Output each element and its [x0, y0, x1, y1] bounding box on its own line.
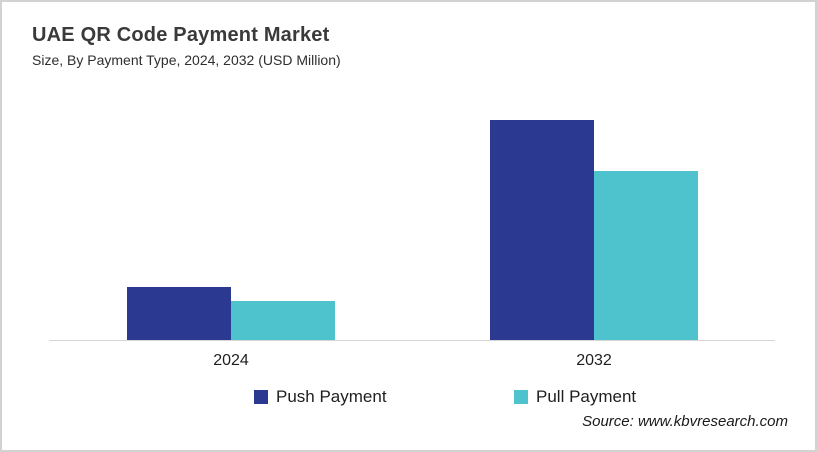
bar-push-payment-2024: [127, 287, 231, 341]
pull-payment-swatch-icon: [514, 390, 528, 404]
legend-item-pull-payment: Pull Payment: [514, 386, 636, 408]
bar-pull-payment-2032: [594, 171, 698, 341]
bar-pull-payment-2024: [231, 301, 335, 341]
x-axis-label-2032: 2032: [576, 352, 612, 369]
source-credit: Source: www.kbvresearch.com: [582, 413, 788, 430]
chart-legend: Push Payment Pull Payment: [2, 386, 815, 408]
chart-header: UAE QR Code Payment Market Size, By Paym…: [32, 24, 341, 68]
x-axis-label-2024: 2024: [213, 352, 249, 369]
x-axis-line: [49, 340, 775, 341]
bar-push-payment-2032: [490, 120, 594, 341]
legend-item-push-payment: Push Payment: [254, 386, 387, 408]
legend-label: Pull Payment: [536, 387, 637, 406]
chart-subtitle: Size, By Payment Type, 2024, 2032 (USD M…: [32, 52, 341, 68]
push-payment-swatch-icon: [254, 390, 268, 404]
legend-label: Push Payment: [276, 387, 387, 406]
chart-title: UAE QR Code Payment Market: [32, 24, 330, 46]
